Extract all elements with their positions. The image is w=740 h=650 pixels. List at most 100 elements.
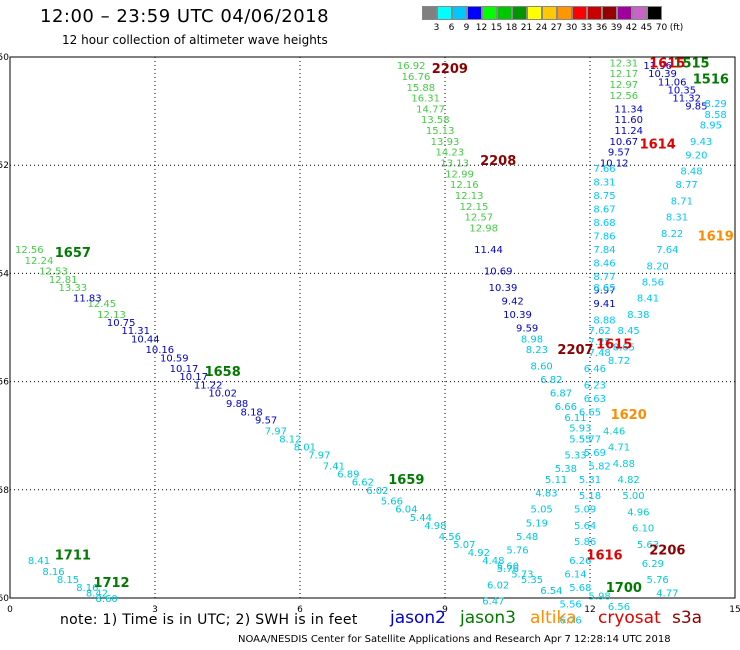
legend-label: 9 [463, 23, 470, 33]
track-time-label: 1614 [640, 138, 676, 153]
data-point-label: 5.77 [579, 434, 601, 445]
data-point-label: 11.06 [658, 77, 687, 88]
data-point-label: 11.96 [643, 61, 672, 72]
track-time-label: 1516 [693, 73, 729, 88]
data-point-label: 9.85 [685, 102, 707, 113]
data-point-label: 5.00 [622, 491, 644, 502]
page-subtitle: 12 hour collection of altimeter wave hei… [62, 33, 328, 47]
y-tick-label: -50 [0, 53, 9, 63]
legend-label: 45 [640, 23, 653, 33]
data-point-label: 6.76 [560, 616, 582, 627]
data-point-label: 16.92 [397, 61, 426, 72]
data-point-label: 9.42 [502, 296, 524, 307]
data-point-label: 7.64 [656, 245, 678, 256]
data-point-label: 8.77 [593, 272, 615, 283]
data-point-label: 5.68 [569, 583, 591, 594]
data-point-label: 12.13 [455, 191, 484, 202]
data-point-label: 8.88 [593, 315, 615, 326]
data-point-label: 8.01 [294, 443, 316, 454]
data-point-label: 7.25 [589, 337, 611, 348]
track-time-label: 2206 [649, 543, 685, 558]
x-tick-label: 0 [7, 605, 13, 615]
data-point-label: 12.15 [460, 202, 489, 213]
data-point-label: 6.66 [555, 402, 577, 413]
data-point-label: 5.63 [637, 540, 659, 551]
data-point-label: 8.58 [705, 110, 727, 121]
data-point-label: 4.48 [482, 556, 504, 567]
data-point-label: 8.42 [86, 589, 108, 600]
data-point-label: 5.09 [574, 505, 596, 516]
data-point-label: 6.63 [584, 394, 606, 405]
data-point-label: 12.56 [610, 91, 639, 102]
data-point-label: 7.97 [308, 451, 330, 462]
data-point-label: 5.98 [589, 591, 611, 602]
data-point-label: 13.58 [421, 115, 450, 126]
data-point-label: 9.88 [226, 399, 248, 410]
data-point-label: 10.16 [146, 345, 175, 356]
data-point-label: 11.60 [614, 115, 643, 126]
data-point-label: 10.35 [668, 85, 697, 96]
data-point-label: 4.83 [535, 489, 557, 500]
data-point-label: 4.46 [603, 426, 625, 437]
data-point-label: 8.45 [618, 326, 640, 337]
data-point-label: 6.11 [564, 413, 586, 424]
track-time-label: 2208 [480, 154, 516, 169]
legend-swatch [557, 6, 572, 20]
data-point-label: 8.65 [613, 342, 635, 353]
legend-swatch [602, 6, 617, 20]
track-time-label: 1619 [698, 230, 734, 245]
data-point-label: 16.31 [411, 94, 440, 105]
data-point-label: 4.96 [627, 507, 649, 518]
data-point-label: 5.73 [511, 570, 533, 581]
data-point-label: 12.24 [25, 256, 54, 267]
data-point-label: 6.87 [550, 388, 572, 399]
data-point-label: 8.18 [241, 407, 263, 418]
legend-label: (ft) [669, 23, 684, 33]
data-point-label: 12.45 [88, 299, 117, 310]
footer-credit: NOAA/NESDIS Center for Satellite Applica… [238, 634, 671, 645]
data-point-label: 12.57 [465, 213, 494, 224]
data-point-label: 8.71 [671, 196, 693, 207]
data-point-label: 7.97 [265, 426, 287, 437]
legend-swatch [587, 6, 602, 20]
data-point-label: 7.48 [589, 348, 611, 359]
data-point-label: 7.66 [593, 164, 615, 175]
x-tick-label: 12 [584, 605, 595, 615]
data-point-label: 5.66 [381, 497, 403, 508]
data-point-label: 8.75 [593, 191, 615, 202]
data-point-label: 8.67 [593, 204, 615, 215]
data-point-label: 11.24 [614, 126, 643, 137]
data-point-label: 6.56 [608, 602, 630, 613]
data-point-label: 7.41 [323, 461, 345, 472]
data-point-label: 5.38 [555, 464, 577, 475]
track-time-label: 2209 [432, 62, 468, 77]
data-point-label: 8.48 [680, 167, 702, 178]
data-point-label: 12.16 [450, 180, 479, 191]
data-point-label: 12.97 [610, 80, 639, 91]
data-point-label: 8.38 [627, 310, 649, 321]
data-point-label: 8.98 [521, 334, 543, 345]
legend-swatch [467, 6, 482, 20]
data-point-label: 11.22 [194, 380, 223, 391]
data-point-label: 12.31 [610, 58, 639, 69]
legend-swatch [527, 6, 542, 20]
data-point-label: 14.77 [416, 104, 445, 115]
track-time-label: 1616 [586, 549, 622, 564]
data-point-label: 8.31 [593, 177, 615, 188]
legend-label: 39 [610, 23, 623, 33]
data-point-label: 6.02 [487, 580, 509, 591]
legend-label: 33 [580, 23, 593, 33]
data-point-label: 6.62 [352, 478, 374, 489]
x-tick-label: 3 [152, 605, 158, 615]
data-point-label: 6.04 [395, 505, 417, 516]
data-point-label: 8.22 [661, 229, 683, 240]
data-point-label: 5.60 [497, 562, 519, 573]
legend-label: 27 [550, 23, 563, 33]
data-point-label: 8.20 [647, 261, 669, 272]
y-tick-label: -56 [0, 378, 9, 388]
data-point-label: 5.69 [584, 448, 606, 459]
data-point-label: 6.47 [482, 597, 504, 608]
data-point-label: 5.18 [579, 491, 601, 502]
